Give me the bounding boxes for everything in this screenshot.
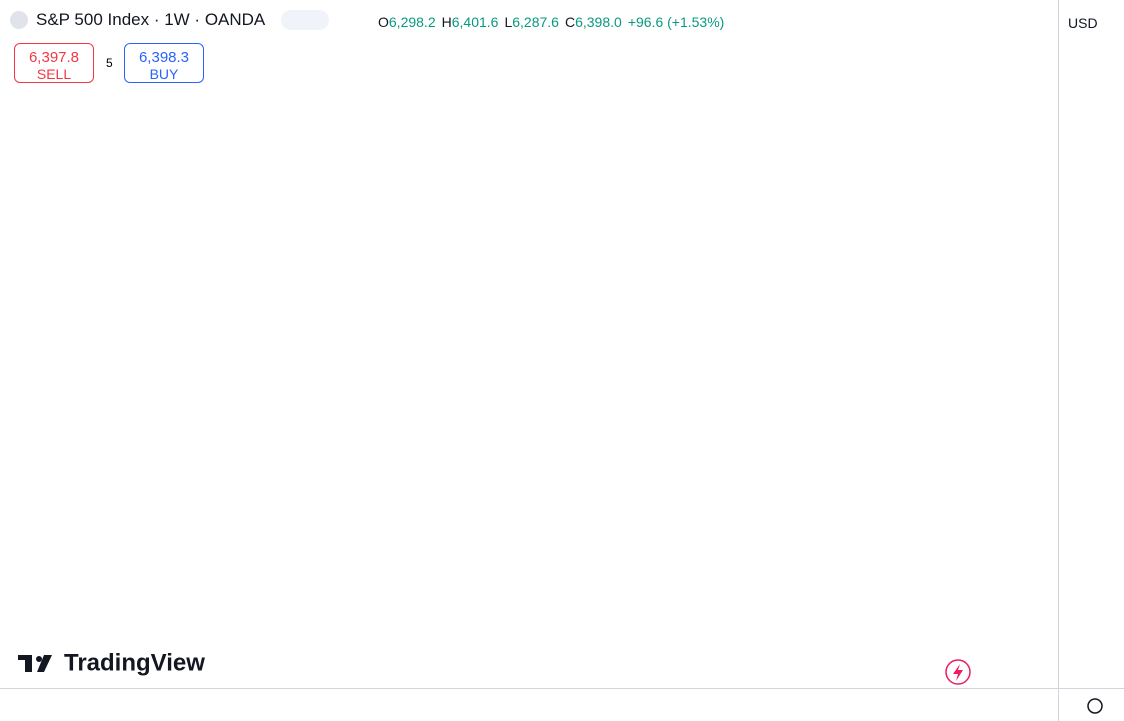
ohlc-key: H: [441, 14, 452, 30]
logo-shape: [36, 656, 42, 662]
settings-icon[interactable]: [1087, 698, 1103, 714]
sell-label: SELL: [36, 66, 72, 82]
logo-shape: [37, 655, 52, 672]
symbol-title[interactable]: S&P 500 Index · 1W · OANDA: [36, 10, 266, 29]
symbol-header: S&P 500 Index · 1W · OANDA: [10, 10, 330, 30]
buy-label: BUY: [149, 66, 179, 82]
sell-price: 6,397.8: [28, 49, 80, 66]
lightning-glyph: [953, 664, 963, 681]
buy-price: 6,398.3: [138, 49, 190, 66]
ohlc-key: O: [378, 14, 389, 30]
ohlc-key: L: [504, 14, 513, 30]
ohlc-key: C: [564, 14, 576, 30]
ohlc-values: O6,298.2 H6,401.6 L6,287.6 C6,398.0 +96.6 (+…: [378, 14, 730, 30]
ohlc-value: 6,401.6: [451, 14, 499, 30]
currency-select[interactable]: USD: [1068, 15, 1098, 31]
ohlc-value: 6,398.0: [575, 14, 622, 30]
brand: TradingView: [64, 649, 205, 676]
ohlc-value: 6,287.6: [512, 14, 559, 30]
ohlc-value: 6,298.2: [388, 14, 436, 30]
logo-shape: [25, 655, 32, 672]
price-change: +96.6 (+1.53%): [627, 14, 725, 30]
buy-button[interactable]: 6,398.3 BUY: [124, 43, 204, 83]
indicator-pill[interactable]: [281, 10, 330, 30]
lightning-icon[interactable]: [945, 659, 971, 685]
sell-button[interactable]: 6,397.8 SELL: [14, 43, 94, 83]
spread: 5: [106, 56, 113, 70]
tv-logo: TradingView: [18, 649, 205, 676]
symbol-icon: [10, 11, 28, 29]
